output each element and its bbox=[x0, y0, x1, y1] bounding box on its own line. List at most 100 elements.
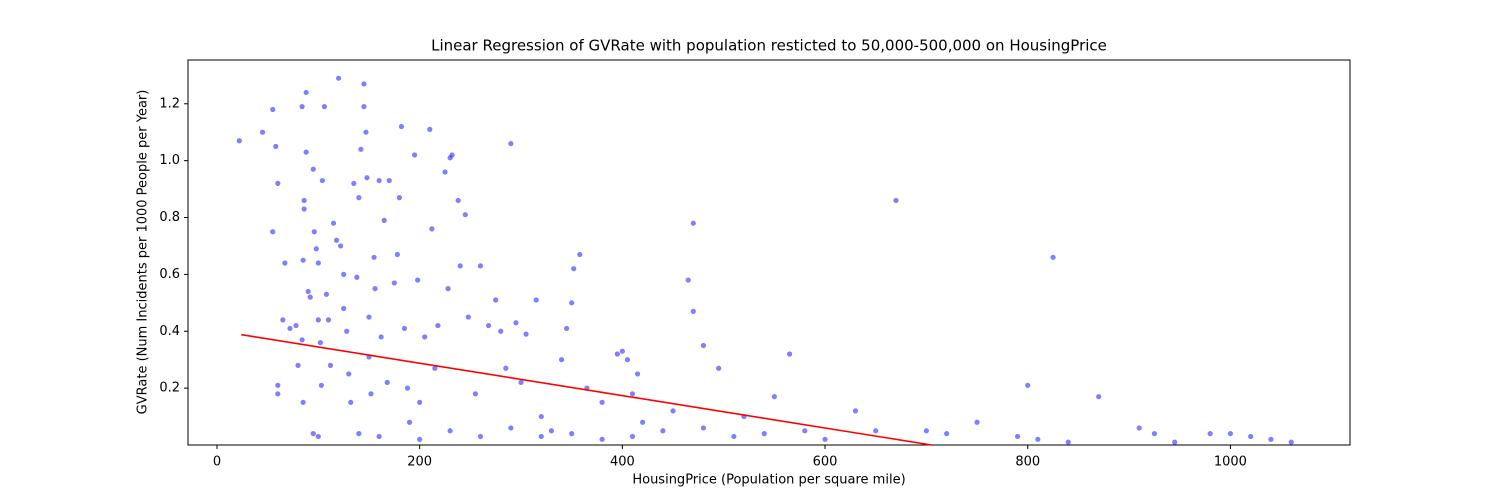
data-point bbox=[1288, 439, 1294, 445]
data-point bbox=[432, 365, 438, 371]
data-point bbox=[771, 394, 777, 400]
data-point bbox=[259, 129, 266, 135]
y-tick-label: 0.4 bbox=[159, 324, 180, 339]
data-point bbox=[299, 337, 305, 343]
data-point bbox=[378, 334, 384, 340]
data-point bbox=[660, 428, 666, 434]
data-point bbox=[455, 197, 461, 204]
data-point bbox=[273, 143, 279, 150]
data-point bbox=[311, 229, 317, 235]
data-point bbox=[356, 195, 362, 201]
data-point bbox=[287, 325, 293, 332]
data-point bbox=[569, 300, 575, 306]
data-point bbox=[548, 428, 555, 434]
data-point bbox=[731, 433, 737, 440]
data-point bbox=[325, 317, 332, 323]
data-point bbox=[368, 391, 374, 397]
data-point bbox=[321, 104, 328, 110]
data-point bbox=[295, 362, 301, 368]
data-point bbox=[381, 217, 387, 223]
data-point bbox=[1096, 394, 1102, 400]
data-point bbox=[310, 166, 316, 172]
data-point bbox=[447, 428, 453, 434]
data-point bbox=[338, 243, 344, 249]
data-point bbox=[386, 177, 392, 184]
data-point bbox=[629, 433, 636, 440]
data-point bbox=[394, 251, 400, 258]
data-point bbox=[538, 433, 544, 440]
data-point bbox=[716, 365, 722, 371]
data-point bbox=[465, 314, 471, 320]
data-point bbox=[485, 322, 492, 329]
data-point bbox=[417, 399, 423, 405]
data-point bbox=[319, 177, 325, 184]
data-point bbox=[802, 428, 808, 434]
data-point bbox=[303, 149, 309, 155]
data-point bbox=[372, 286, 378, 292]
data-point bbox=[634, 371, 641, 377]
data-point bbox=[299, 104, 305, 110]
data-point bbox=[852, 408, 859, 414]
data-point bbox=[1035, 436, 1041, 442]
data-point bbox=[1014, 433, 1021, 440]
data-point bbox=[417, 436, 423, 442]
x-tick-label: 800 bbox=[1015, 455, 1040, 470]
data-point bbox=[944, 431, 950, 437]
data-point bbox=[346, 371, 352, 377]
y-tick-label: 0.8 bbox=[159, 210, 180, 225]
data-point bbox=[429, 226, 435, 232]
data-point bbox=[599, 436, 605, 442]
data-point bbox=[571, 266, 577, 272]
data-point bbox=[449, 152, 455, 158]
data-point bbox=[685, 277, 691, 283]
data-point bbox=[435, 322, 441, 329]
data-point bbox=[523, 331, 529, 337]
data-point bbox=[1136, 425, 1142, 431]
data-point bbox=[301, 206, 307, 212]
data-point bbox=[348, 399, 354, 405]
data-point bbox=[404, 385, 411, 391]
data-point bbox=[1025, 382, 1031, 388]
data-point bbox=[569, 431, 575, 437]
data-point bbox=[356, 431, 362, 437]
data-point bbox=[873, 428, 879, 434]
data-point bbox=[313, 246, 319, 252]
y-tick-label: 1.0 bbox=[159, 153, 180, 168]
data-point bbox=[538, 413, 544, 420]
data-point bbox=[457, 263, 463, 269]
data-point bbox=[1227, 431, 1234, 437]
data-point bbox=[270, 106, 276, 113]
data-point bbox=[513, 320, 519, 326]
data-point bbox=[401, 325, 408, 332]
data-point bbox=[327, 362, 334, 368]
data-point bbox=[376, 433, 382, 440]
data-point bbox=[307, 294, 313, 300]
data-point bbox=[1151, 431, 1158, 437]
data-point bbox=[396, 195, 403, 201]
data-point bbox=[344, 328, 350, 334]
data-point bbox=[624, 357, 631, 363]
data-point bbox=[310, 431, 316, 437]
x-tick-label: 200 bbox=[407, 455, 432, 470]
data-point bbox=[518, 379, 524, 386]
data-point bbox=[361, 104, 367, 110]
data-point bbox=[472, 391, 479, 397]
data-point bbox=[282, 260, 288, 266]
data-point bbox=[690, 308, 696, 314]
data-point bbox=[974, 419, 980, 425]
data-point bbox=[398, 123, 405, 130]
data-point bbox=[508, 425, 514, 431]
y-axis-label: GVRate (Num Incidents per 1000 People pe… bbox=[136, 90, 151, 415]
data-point bbox=[822, 436, 828, 442]
data-point bbox=[893, 197, 899, 204]
data-point bbox=[503, 365, 509, 371]
data-point bbox=[564, 325, 570, 332]
x-tick-label: 400 bbox=[610, 455, 635, 470]
data-point bbox=[462, 212, 468, 218]
data-point bbox=[293, 322, 299, 329]
data-point bbox=[323, 291, 330, 297]
data-point bbox=[318, 382, 324, 388]
y-tick-label: 0.6 bbox=[159, 267, 180, 282]
data-point bbox=[354, 274, 360, 280]
data-point bbox=[315, 260, 321, 266]
